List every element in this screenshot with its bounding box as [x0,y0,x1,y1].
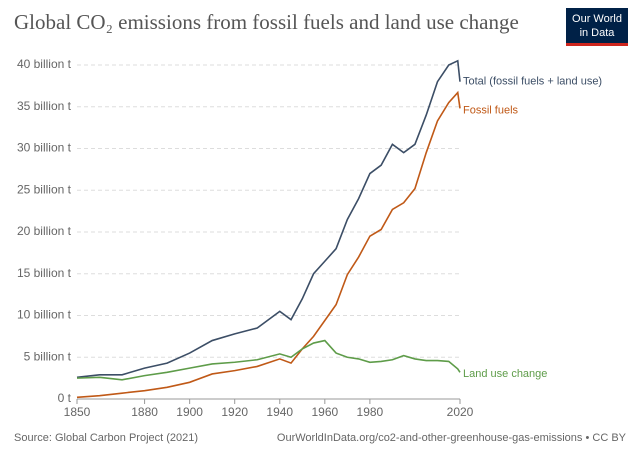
y-tick-label: 25 billion t [17,182,72,196]
x-tick-label: 1980 [357,405,384,419]
logo-box [566,8,628,46]
logo-strip [566,43,628,46]
logo-text: Our World [572,13,622,25]
x-tick-label: 1850 [64,405,91,419]
source: Source: Global Carbon Project (2021) [14,432,198,444]
y-tick-label: 10 billion t [17,308,72,322]
logo-text: in Data [580,27,616,39]
y-tick-label: 20 billion t [17,224,72,238]
y-tick-label: 30 billion t [17,141,72,155]
x-tick-label: 1880 [131,405,158,419]
y-tick-label: 40 billion t [17,57,72,71]
series-label: Fossil fuels [463,104,519,116]
y-tick-label: 0 t [58,391,72,405]
x-tick-label: 1940 [266,405,293,419]
y-tick-label: 15 billion t [17,266,72,280]
x-tick-label: 1960 [311,405,338,419]
chart-title: Global CO₂ emissions from fossil fuels a… [14,10,519,34]
x-tick-label: 1900 [176,405,203,419]
series-line [76,90,461,399]
series-line [76,339,461,381]
series-label: Land use change [463,368,547,380]
y-tick-label: 35 billion t [17,99,72,113]
y-tick-label: 5 billion t [24,349,72,363]
series-label: Total (fossil fuels + land use) [463,76,602,88]
series-line [76,59,461,379]
x-tick-label: 2020 [447,405,474,419]
x-tick-label: 1920 [221,405,248,419]
attribution: OurWorldInData.org/co2-and-other-greenho… [277,432,627,444]
